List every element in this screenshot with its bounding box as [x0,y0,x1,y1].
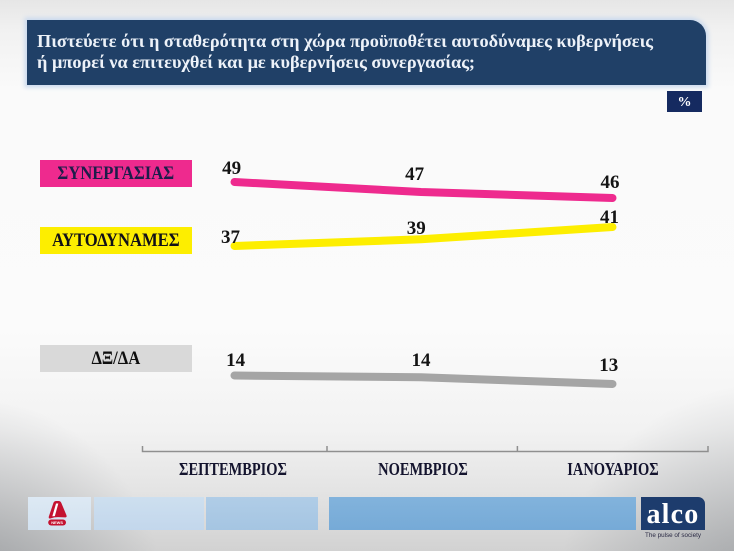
svg-text:NEWS: NEWS [51,520,63,525]
